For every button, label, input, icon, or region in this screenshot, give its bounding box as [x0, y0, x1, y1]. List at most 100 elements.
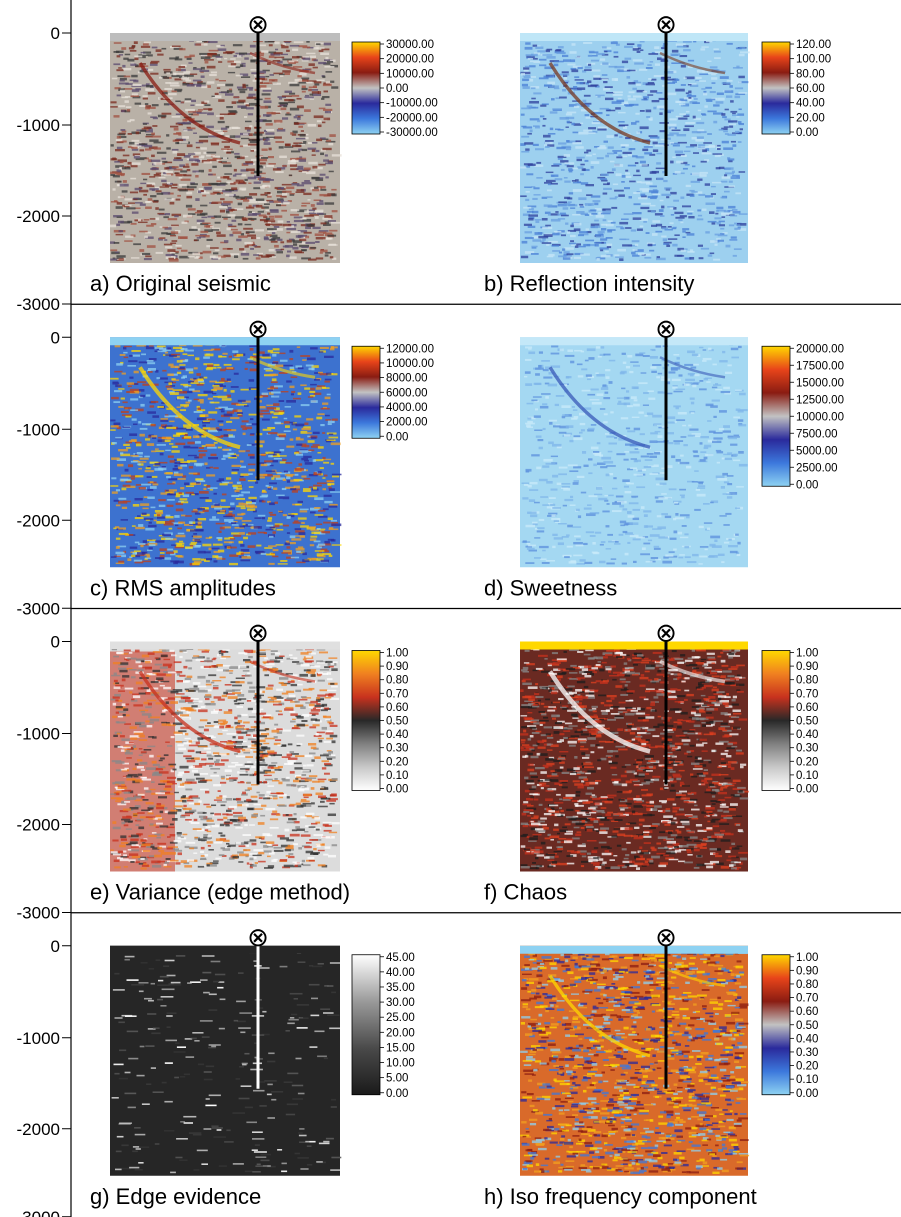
depth-tick-label: 0: [51, 24, 60, 43]
reflector-feature: [548, 366, 651, 449]
depth-tick-label: -1000: [17, 725, 60, 744]
colorbar-label: 5.00: [386, 1073, 408, 1085]
section-texture: [110, 645, 340, 870]
surface-strip: [110, 33, 340, 41]
reflector-feature: [548, 670, 651, 754]
colorbar-label: 7500.00: [796, 428, 838, 440]
panel-caption: b) Reflection intensity: [484, 271, 694, 296]
colorbar-label: 12500.00: [796, 394, 844, 406]
reflector-feature: [548, 974, 651, 1058]
figure-row: 0-1000-2000-3000⊗1.000.900.800.700.600.5…: [17, 607, 901, 923]
well-marker-icon: ⊗: [655, 314, 677, 344]
colorbar-label: 0.80: [796, 675, 818, 687]
colorbar-label: 0.60: [796, 702, 818, 714]
depth-tick-label: -2000: [17, 511, 60, 530]
attribute-panel: ⊗ 120.00 100.00 80.00 60.00 40.00 20.00 0.00 b) …: [484, 10, 831, 296]
attribute-panel: ⊗1.000.900.800.700.600.500.400.300.200.1…: [484, 923, 818, 1209]
well-marker-icon: ⊗: [247, 314, 269, 344]
colorbar-label: 20000.00: [386, 54, 434, 66]
surface-strip: [520, 337, 748, 346]
colorbar: [351, 345, 381, 439]
section-texture: [520, 949, 750, 1175]
panel-caption: d) Sweetness: [484, 575, 617, 600]
surface-strip: [520, 33, 748, 41]
colorbar-label: 10.00: [386, 1058, 415, 1070]
figure-row: 0 -1000 -2000 -3000 ⊗ 12000.00 10000.00 8000.00…: [17, 303, 901, 618]
colorbar-label: 0.70: [796, 688, 818, 700]
panel-caption: e) Variance (edge method): [90, 880, 350, 905]
colorbar-label: 60.00: [796, 83, 825, 95]
depth-tick-label: -3000: [17, 599, 60, 618]
depth-tick-label: 0: [51, 328, 60, 347]
colorbar: [351, 41, 381, 135]
section-texture: [520, 645, 749, 871]
surface-strip: [520, 945, 748, 954]
surface-strip: [110, 945, 340, 954]
attribute-panel: ⊗ 12000.00 10000.00 8000.00 6000.00 4000.00 20…: [90, 314, 434, 600]
section-texture: [110, 37, 342, 262]
colorbar: [761, 41, 791, 135]
colorbar-label: 120.00: [796, 39, 831, 51]
panel-caption: h) Iso frequency component: [484, 1184, 757, 1209]
colorbar-label: 0.30: [796, 743, 818, 755]
colorbar-label: 4000.00: [386, 402, 428, 414]
colorbar-label: 10000.00: [386, 358, 434, 370]
surface-strip: [110, 641, 340, 650]
colorbar-label: 20000.00: [796, 343, 844, 355]
surface-strip: [520, 641, 748, 650]
colorbar-label: 0.80: [386, 675, 408, 687]
colorbar-label: 17500.00: [796, 360, 844, 372]
section-texture: [521, 341, 748, 565]
depth-tick-label: 0: [51, 937, 60, 956]
colorbar-label: 45.00: [386, 952, 415, 964]
colorbar: [351, 954, 381, 1096]
colorbar-label: 0.20: [386, 756, 408, 768]
colorbar: [351, 650, 381, 791]
colorbar-label: 0.50: [796, 716, 818, 728]
colorbar-label: 5000.00: [796, 445, 838, 457]
colorbar-label: -20000.00: [386, 112, 438, 124]
depth-tick-label: -2000: [17, 1120, 60, 1139]
reflector-feature: [548, 62, 651, 145]
panel-caption: g) Edge evidence: [90, 1184, 261, 1209]
colorbar-label: 0.00: [386, 784, 408, 796]
colorbar-label: 0.10: [796, 1074, 818, 1086]
colorbar-label: 0.30: [386, 743, 408, 755]
colorbar-label: 0.90: [796, 965, 818, 977]
reflector-feature: [138, 62, 241, 145]
figure-row: 0 -1000 -2000 -3000 ⊗ 30000.00 20000.00 10000.0…: [17, 10, 832, 314]
well-marker-icon: ⊗: [247, 923, 269, 953]
colorbar-label: 0.70: [386, 688, 408, 700]
colorbar-label: 0.40: [386, 729, 408, 741]
section-texture: [110, 342, 342, 566]
depth-tick-label: 0: [51, 633, 60, 652]
attribute-panel: ⊗1.000.900.800.700.600.500.400.300.200.1…: [484, 619, 818, 905]
colorbar-label: 20.00: [796, 112, 825, 124]
well-marker-icon: ⊗: [247, 10, 269, 40]
depth-tick-label: -3000: [17, 1208, 60, 1217]
colorbar-label: 100.00: [796, 54, 831, 66]
attribute-panel: ⊗ 30000.00 20000.00 10000.00 0.00 -10000.00 -2…: [90, 10, 438, 296]
colorbar-label: 10000.00: [386, 68, 434, 80]
reflector-feature: [138, 366, 241, 450]
colorbar-label: 0.40: [796, 729, 818, 741]
depth-tick-label: -3000: [17, 904, 60, 923]
colorbar-label: 40.00: [796, 98, 825, 110]
surface-strip: [110, 337, 340, 346]
reflector-feature: [249, 355, 316, 379]
colorbar-label: 0.80: [796, 979, 818, 991]
well-marker-icon: ⊗: [655, 10, 677, 40]
colorbar-label: 35.00: [386, 982, 415, 994]
colorbar-label: 0.00: [386, 431, 408, 443]
well-marker-icon: ⊗: [655, 619, 677, 649]
well-marker-icon: ⊗: [247, 619, 269, 649]
well-marker-icon: ⊗: [655, 923, 677, 953]
colorbar-label: 10000.00: [796, 411, 844, 423]
colorbar-label: 0.70: [796, 993, 818, 1005]
colorbar: [761, 954, 791, 1096]
section-texture: [520, 37, 750, 262]
panel-caption: c) RMS amplitudes: [90, 575, 276, 600]
depth-tick-label: -1000: [17, 1029, 60, 1048]
